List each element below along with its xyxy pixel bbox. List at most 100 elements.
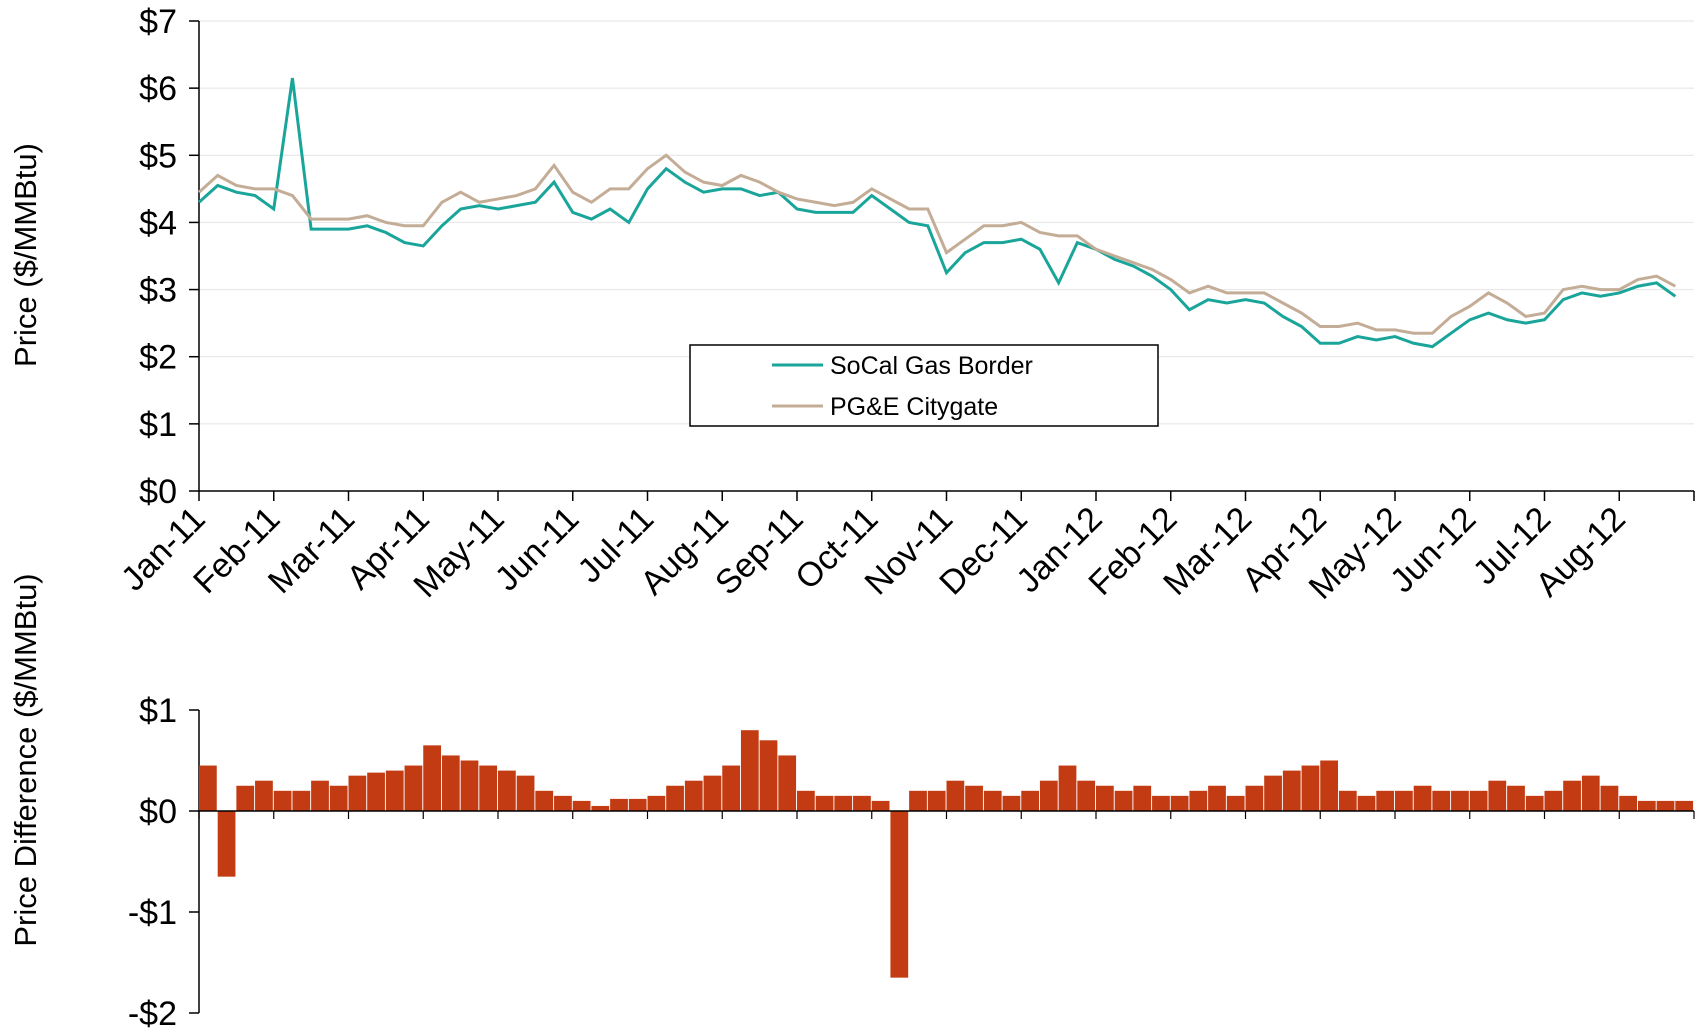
bar <box>236 785 255 811</box>
bar <box>1395 790 1413 811</box>
bar <box>871 800 890 811</box>
bar <box>946 780 965 811</box>
bar <box>441 755 460 811</box>
bar <box>778 755 797 811</box>
bar <box>1058 765 1077 811</box>
bar <box>1338 790 1357 811</box>
bar <box>479 765 498 811</box>
y-tick-label: $1 <box>139 692 177 730</box>
bar <box>1245 785 1264 811</box>
bar <box>983 790 1002 811</box>
bar <box>853 795 871 811</box>
y-tick-label: $3 <box>139 272 177 310</box>
bar <box>217 811 236 877</box>
bar <box>1264 775 1282 811</box>
bar <box>1675 800 1694 811</box>
bar <box>610 798 628 811</box>
bar <box>815 795 834 811</box>
x-tick-label: Mar-11 <box>261 500 362 601</box>
y-tick-label: $5 <box>139 137 177 175</box>
bar <box>1133 785 1152 811</box>
line-series <box>197 77 1677 349</box>
bar <box>1432 790 1451 811</box>
bar <box>759 740 778 811</box>
bar <box>684 780 703 811</box>
y-tick-label: $1 <box>139 406 177 444</box>
bar <box>1581 775 1600 811</box>
y-tick-label: -$1 <box>128 894 177 932</box>
bar <box>1451 790 1469 811</box>
bar <box>572 800 591 811</box>
bar <box>1637 800 1656 811</box>
bar <box>1096 785 1114 811</box>
bar <box>1544 790 1563 811</box>
line-series <box>197 153 1677 335</box>
bar <box>1563 780 1581 811</box>
legend-label: SoCal Gas Border <box>830 352 1033 380</box>
legend-label: PG&E Citygate <box>830 393 998 421</box>
bar <box>965 785 983 811</box>
bar <box>1282 770 1301 811</box>
y-tick-label: $0 <box>139 793 177 831</box>
y-axis-label: Price ($/MMBtu) <box>8 143 43 367</box>
bar <box>1152 795 1170 811</box>
bar <box>199 765 217 811</box>
x-tick-label: Jun-11 <box>488 500 587 599</box>
bar <box>311 780 329 811</box>
bar <box>535 790 554 811</box>
bar <box>666 785 684 811</box>
bar <box>1114 790 1133 811</box>
bar <box>927 790 946 811</box>
bar <box>1077 780 1096 811</box>
bar <box>1600 785 1619 811</box>
bar <box>273 790 292 811</box>
bar <box>797 790 815 811</box>
y-tick-label: $2 <box>139 339 177 377</box>
bar <box>909 790 927 811</box>
bar <box>740 730 759 811</box>
bar <box>1525 795 1544 811</box>
y-tick-label: $0 <box>139 473 177 511</box>
bar <box>1301 765 1320 811</box>
y-tick-label: $4 <box>139 204 177 242</box>
bar <box>1039 780 1058 811</box>
x-tick-label: Jun-12 <box>1383 500 1483 600</box>
y-tick-label: $7 <box>139 3 177 41</box>
bar <box>722 765 741 811</box>
bar <box>255 780 273 811</box>
legend: SoCal Gas Border PG&E Citygate <box>689 344 1159 427</box>
y-axis-label: Price Difference ($/MMBtu) <box>8 573 43 946</box>
bar <box>1619 795 1638 811</box>
bar <box>554 795 572 811</box>
bar <box>367 772 385 811</box>
bar <box>516 775 535 811</box>
bar <box>1413 785 1432 811</box>
bar <box>647 795 666 811</box>
bar <box>1021 790 1040 811</box>
bar <box>890 811 909 978</box>
bar <box>385 770 404 811</box>
bar <box>628 798 647 811</box>
bar <box>1002 795 1021 811</box>
bar <box>329 785 348 811</box>
bar <box>1320 760 1339 811</box>
bar <box>1376 790 1395 811</box>
y-tick-label: -$2 <box>128 995 177 1029</box>
bar <box>423 745 442 811</box>
bar <box>591 805 610 811</box>
bar <box>348 775 367 811</box>
bar <box>1226 795 1245 811</box>
bar <box>460 760 479 811</box>
bar <box>703 775 722 811</box>
bar <box>1469 790 1488 811</box>
bar <box>404 765 423 811</box>
bar <box>1507 785 1525 811</box>
bar <box>1357 795 1376 811</box>
bar <box>834 795 853 811</box>
bar <box>1170 795 1189 811</box>
bar <box>1488 780 1507 811</box>
bar <box>1189 790 1208 811</box>
bar <box>1208 785 1226 811</box>
y-tick-label: $6 <box>139 70 177 108</box>
